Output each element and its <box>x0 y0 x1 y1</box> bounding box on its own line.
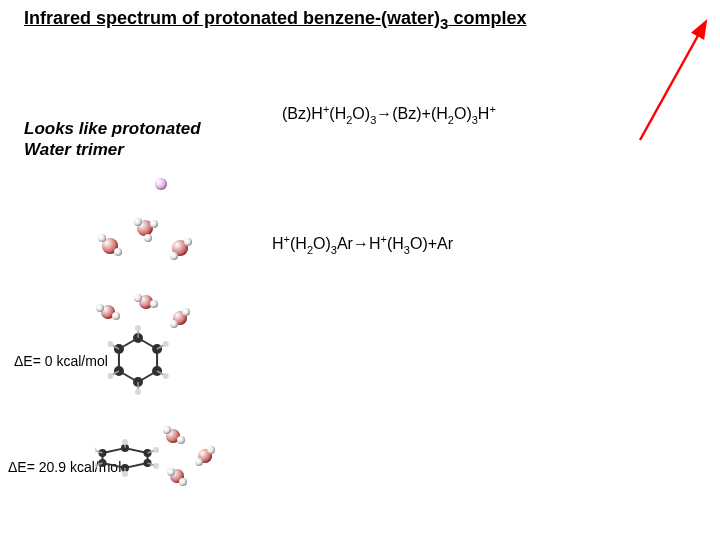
svg-point-44 <box>95 463 97 469</box>
svg-point-48 <box>95 447 97 453</box>
svg-point-4 <box>135 325 141 331</box>
svg-point-16 <box>135 389 141 395</box>
svg-line-0 <box>640 32 700 140</box>
svg-point-6 <box>152 344 162 354</box>
svg-point-32 <box>153 447 159 453</box>
svg-point-24 <box>107 341 113 347</box>
svg-point-20 <box>107 373 113 379</box>
svg-point-12 <box>163 373 169 379</box>
svg-point-28 <box>122 439 128 445</box>
svg-point-8 <box>163 341 169 347</box>
svg-point-40 <box>122 471 128 477</box>
svg-point-10 <box>152 366 162 376</box>
svg-point-36 <box>153 463 159 469</box>
